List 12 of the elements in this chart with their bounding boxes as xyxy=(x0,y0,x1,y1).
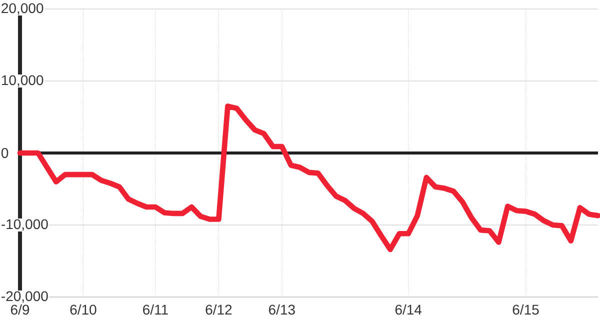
x-tick-label: 6/13 xyxy=(268,304,295,315)
y-tick-label: 20,000 xyxy=(2,3,44,15)
x-tick-label: 6/14 xyxy=(395,304,422,315)
y-tick-label: 10,000 xyxy=(2,75,44,87)
x-tick-label: 6/15 xyxy=(512,304,539,315)
x-tick-label: 6/9 xyxy=(10,304,30,315)
x-tick-label: 6/11 xyxy=(143,304,168,315)
x-tick-label: 6/10 xyxy=(70,304,96,315)
y-tick-label: -20,000 xyxy=(2,291,48,303)
x-tick-label: 6/12 xyxy=(206,304,232,315)
y-tick-label: 0 xyxy=(1,148,8,158)
y-tick-label: -10,000 xyxy=(2,219,48,231)
